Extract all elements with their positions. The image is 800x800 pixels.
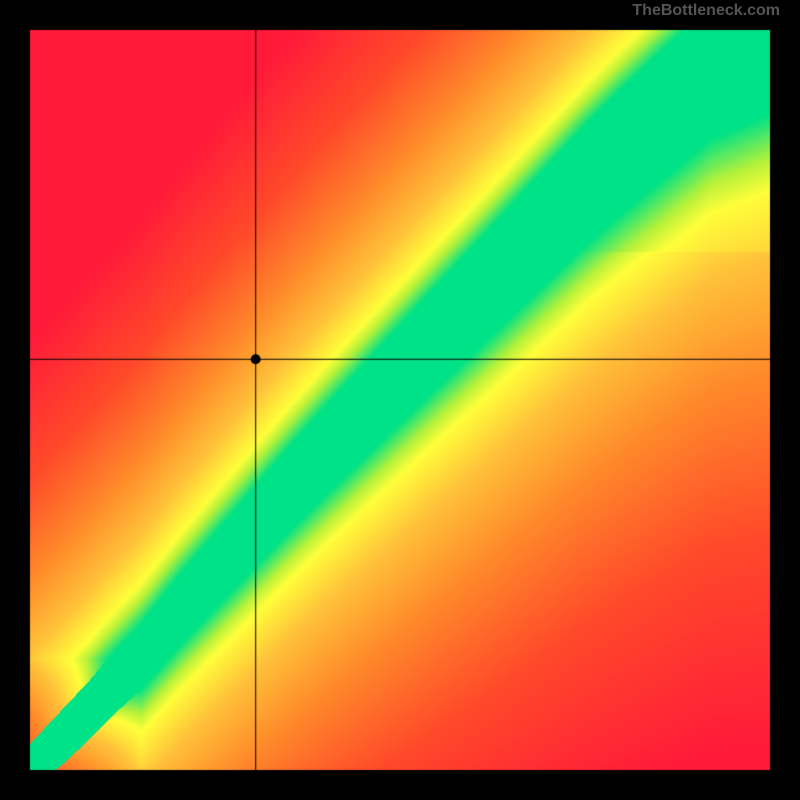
watermark-text: TheBottleneck.com	[632, 2, 780, 20]
bottleneck-heatmap	[0, 0, 800, 800]
chart-container: TheBottleneck.com	[0, 0, 800, 800]
